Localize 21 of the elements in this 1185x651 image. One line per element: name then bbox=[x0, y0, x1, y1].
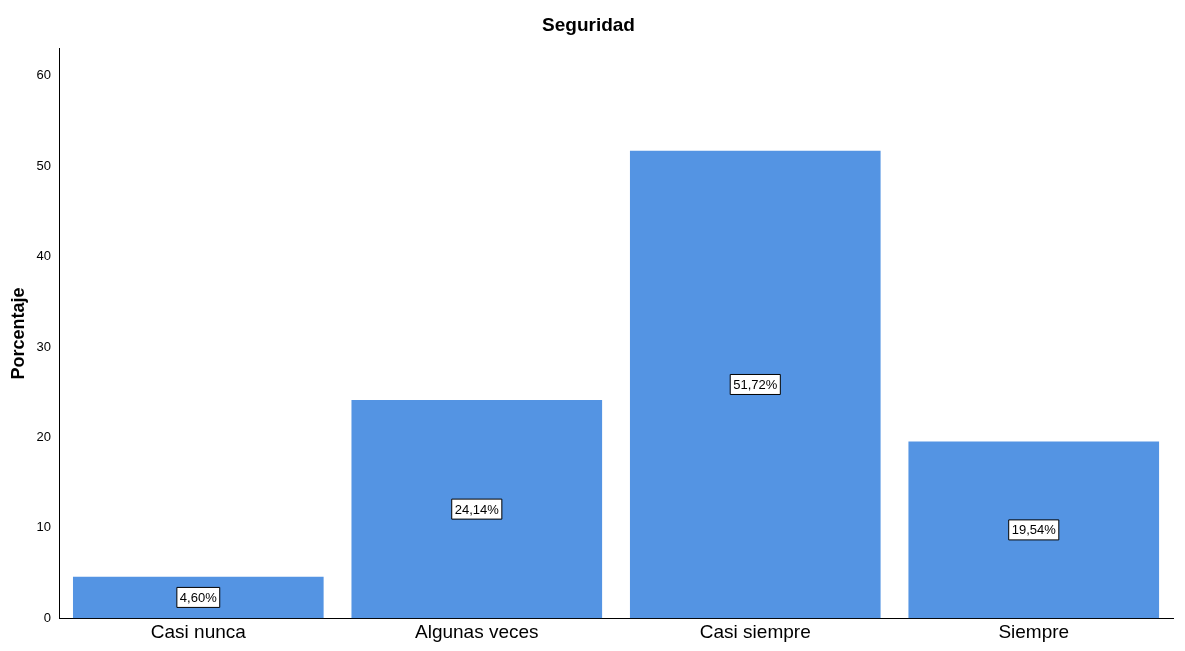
y-axis-title: Porcentaje bbox=[7, 287, 28, 380]
y-tick-label: 40 bbox=[36, 248, 52, 264]
y-tick-label: 0 bbox=[43, 609, 52, 625]
bar bbox=[629, 150, 881, 619]
x-tick-label: Casi nunca bbox=[150, 620, 247, 642]
data-label: 4,60% bbox=[179, 589, 218, 605]
x-tick-label: Casi siempre bbox=[699, 620, 811, 642]
data-label: 24,14% bbox=[454, 501, 500, 517]
data-label: 19,54% bbox=[1011, 522, 1057, 538]
y-tick-label: 30 bbox=[36, 338, 52, 354]
x-tick-label: Algunas veces bbox=[415, 620, 539, 642]
y-tick-label: 60 bbox=[36, 67, 52, 83]
bar bbox=[72, 576, 324, 619]
y-tick-label: 50 bbox=[36, 157, 52, 173]
x-tick-label: Siempre bbox=[998, 620, 1070, 642]
y-tick-label: 20 bbox=[36, 429, 52, 445]
y-tick-label: 10 bbox=[36, 519, 52, 535]
chart-title: Seguridad bbox=[542, 13, 635, 35]
bar bbox=[908, 441, 1160, 619]
data-label: 51,72% bbox=[733, 377, 778, 393]
bar bbox=[351, 400, 603, 619]
